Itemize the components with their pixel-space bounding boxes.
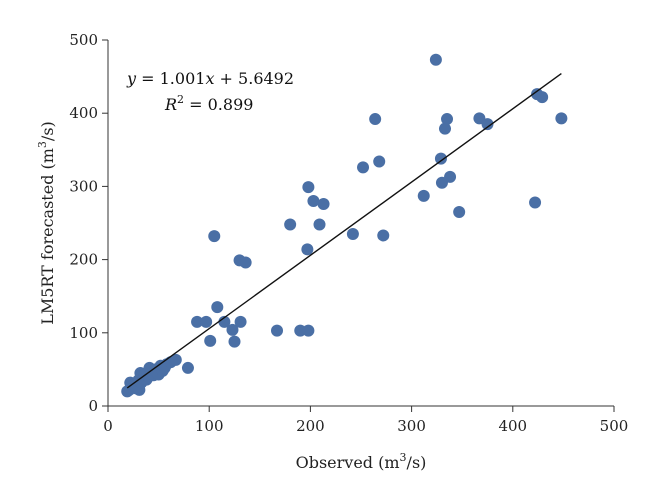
data-point (377, 229, 390, 242)
data-point (438, 122, 451, 135)
data-point (218, 315, 231, 328)
data-point (417, 189, 430, 202)
data-point (181, 361, 194, 374)
chart-axes (107, 40, 614, 407)
data-point (536, 91, 549, 104)
r-squared-line: R2 = 0.899 (164, 93, 253, 114)
x-tick-label: 100 (195, 417, 224, 435)
y-axis-ticks: 0 100 200 300 400 500 (69, 31, 108, 415)
y-tick-label: 400 (69, 104, 98, 122)
data-point (200, 315, 213, 328)
data-points (121, 53, 568, 398)
data-point (307, 195, 320, 208)
data-point (302, 181, 315, 194)
data-point (481, 118, 494, 131)
data-point (228, 335, 241, 348)
data-point (453, 206, 466, 219)
data-point (434, 152, 447, 165)
data-point (239, 256, 252, 269)
data-point (208, 230, 221, 243)
data-point (317, 197, 330, 210)
data-point (234, 315, 247, 328)
x-tick-label: 400 (498, 417, 527, 435)
y-tick-label: 100 (69, 324, 98, 342)
data-point (444, 170, 457, 183)
x-axis-title: Observed (m3/s) (296, 451, 427, 472)
regression-equation: y = 1.001x + 5.6492 R2 = 0.899 (126, 69, 294, 114)
data-point (529, 196, 542, 209)
x-tick-label: 200 (296, 417, 325, 435)
data-point (346, 227, 359, 240)
data-point (369, 113, 382, 126)
equation-line: y = 1.001x + 5.6492 (126, 69, 294, 88)
data-point (441, 113, 454, 126)
x-axis-ticks: 0 100 200 300 400 500 (103, 406, 628, 435)
y-tick-label: 200 (69, 251, 98, 269)
y-tick-label: 500 (69, 31, 98, 49)
data-point (211, 301, 224, 314)
data-point (555, 112, 568, 125)
data-point (284, 218, 297, 231)
data-point (301, 243, 314, 256)
y-axis-title: LM5RT forecasted (m3/s) (36, 121, 57, 325)
y-tick-label: 300 (69, 177, 98, 195)
x-tick-label: 300 (397, 417, 426, 435)
data-point (373, 155, 386, 168)
data-point (313, 218, 326, 231)
data-point (302, 324, 315, 337)
x-tick-label: 0 (103, 417, 113, 435)
data-point (271, 324, 284, 337)
data-point (169, 353, 182, 366)
y-tick-label: 0 (88, 397, 98, 415)
x-tick-label: 500 (600, 417, 629, 435)
data-point (429, 53, 442, 66)
regression-line (126, 73, 562, 389)
data-point (204, 334, 217, 347)
data-point (226, 323, 239, 336)
data-point (191, 315, 204, 328)
data-point (357, 161, 370, 174)
